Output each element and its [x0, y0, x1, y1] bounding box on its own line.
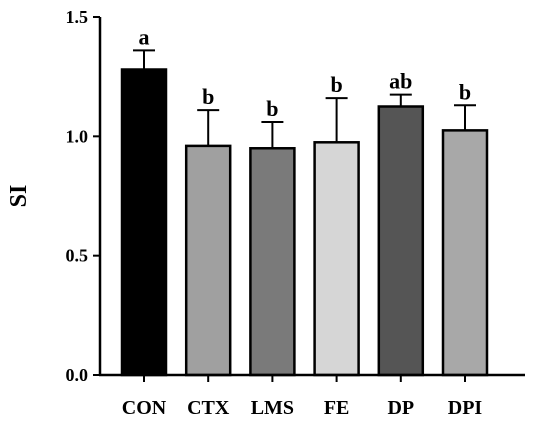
- significance-label-fe: b: [330, 72, 342, 97]
- x-tick-label-con: CON: [122, 397, 167, 419]
- significance-label-lms: b: [266, 96, 278, 121]
- y-axis-title: SI: [6, 185, 32, 208]
- axes-layer: [98, 17, 525, 377]
- significance-labels-layer: ab bb ab b: [139, 24, 472, 121]
- error-bars-layer: [133, 49, 476, 149]
- significance-label-dpi: b: [459, 79, 471, 104]
- significance-label-ctx: b: [202, 84, 214, 109]
- y-tick-label: 1.5: [66, 7, 89, 27]
- x-tick-label-dpi: DPI: [448, 397, 483, 419]
- y-ticks-layer: 0.0 0.5 1.0 1.5: [66, 7, 466, 385]
- x-tick-label-fe: FE: [324, 397, 350, 419]
- bar-dp: [377, 105, 425, 377]
- category-labels-layer: CON CTX LMS FE DP DPI: [122, 397, 483, 419]
- bar-lms: [249, 147, 296, 377]
- bar-dpi: [441, 129, 489, 377]
- x-tick-label-lms: LMS: [251, 397, 294, 419]
- significance-label-dp: ab: [389, 69, 412, 94]
- bar-fe: [313, 141, 360, 377]
- x-tick-label-dp: DP: [387, 397, 414, 419]
- y-tick-label: 0.0: [66, 365, 89, 385]
- y-tick-label: 0.5: [66, 246, 89, 266]
- bar-ctx: [184, 144, 232, 377]
- bars-layer: [120, 68, 489, 377]
- x-tick-label-ctx: CTX: [187, 397, 230, 419]
- bar-con: [120, 68, 168, 377]
- y-tick-label: 1.0: [66, 126, 89, 146]
- significance-label-con: a: [139, 24, 150, 49]
